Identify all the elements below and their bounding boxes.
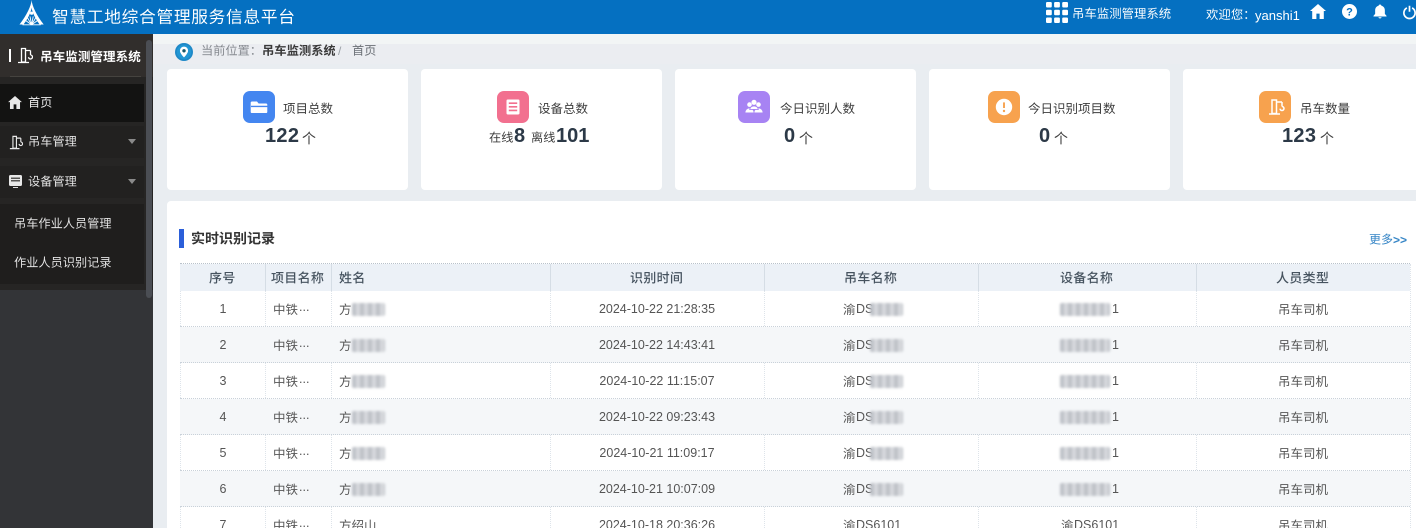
svg-text:?: ? xyxy=(1346,6,1353,18)
